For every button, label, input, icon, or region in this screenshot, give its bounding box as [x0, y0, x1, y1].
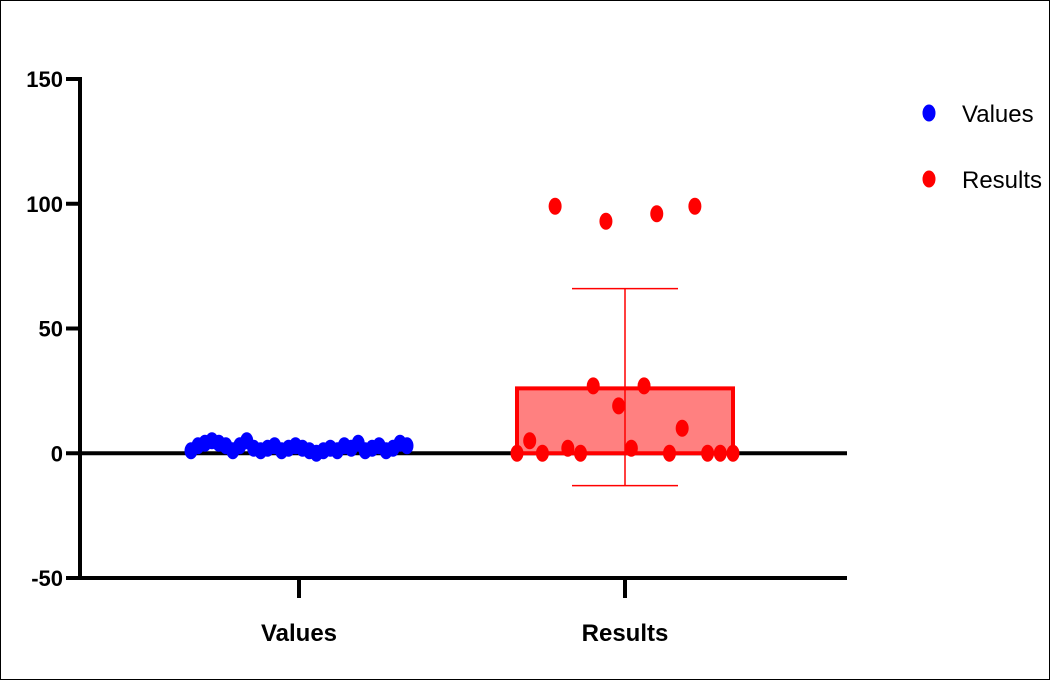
point-results	[726, 444, 740, 462]
legend-label-values: Values	[962, 101, 1034, 128]
y-tick-label: 150	[26, 67, 63, 92]
y-tick-label: -50	[31, 566, 63, 591]
point-values	[400, 437, 414, 455]
y-tick-label: 100	[26, 192, 63, 217]
legend-marker-results	[922, 170, 936, 188]
point-results	[548, 197, 562, 215]
point-results	[662, 444, 676, 462]
point-results	[675, 419, 689, 437]
point-results	[637, 377, 651, 395]
point-results	[624, 439, 638, 457]
point-results	[523, 432, 537, 450]
point-results	[688, 197, 702, 215]
legend-marker-values	[922, 104, 936, 122]
x-tick-label: Results	[582, 620, 669, 647]
y-tick-label: 0	[51, 441, 63, 466]
point-results	[701, 444, 715, 462]
point-results	[599, 212, 613, 230]
x-tick-label: Values	[261, 620, 337, 647]
legend-label-results: Results	[962, 167, 1042, 194]
point-results	[561, 439, 575, 457]
point-results	[510, 444, 524, 462]
point-results	[586, 377, 600, 395]
point-results	[574, 444, 588, 462]
point-results	[713, 444, 727, 462]
point-results	[535, 444, 549, 462]
point-results	[612, 397, 626, 415]
y-tick-label: 50	[39, 317, 63, 342]
point-results	[650, 205, 664, 223]
